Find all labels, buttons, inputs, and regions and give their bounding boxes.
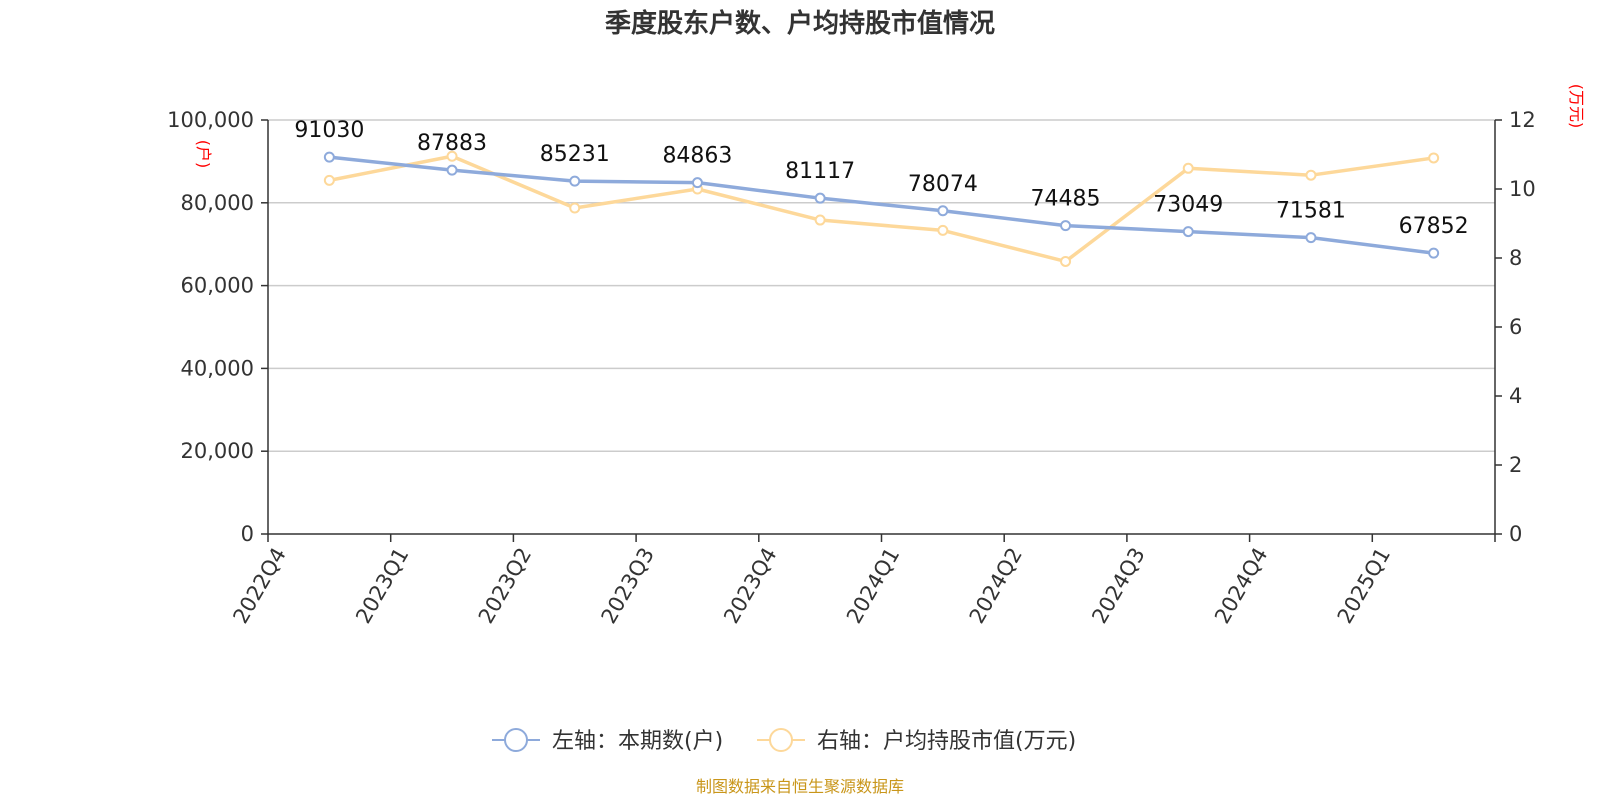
data-label: 84863	[662, 144, 732, 169]
series-line-left	[329, 155, 1434, 255]
data-label: 74485	[1031, 187, 1101, 212]
x-tick-label: 2023Q3	[597, 544, 659, 628]
legend-right-label: 右轴：户均持股市值(万元)	[817, 729, 1076, 754]
right-tick-label: 10	[1509, 177, 1536, 201]
point-left[interactable]	[937, 205, 949, 217]
point-right[interactable]	[937, 224, 949, 236]
point-right[interactable]	[1060, 255, 1072, 267]
legend: 左轴：本期数(户) 右轴：户均持股市值(万元)	[492, 728, 1076, 754]
left-tick-label: 80,000	[181, 191, 254, 215]
series-line-right	[329, 154, 1434, 264]
point-left[interactable]	[691, 177, 703, 189]
x-tick-label: 2024Q4	[1210, 544, 1272, 628]
legend-left-label: 左轴：本期数(户)	[552, 729, 723, 754]
left-tick-label: 60,000	[181, 274, 254, 298]
data-source: 制图数据来自恒生聚源数据库	[696, 777, 904, 796]
series-lines	[323, 150, 1440, 267]
chart-title: 季度股东户数、户均持股市值情况	[605, 8, 995, 39]
point-right[interactable]	[446, 150, 458, 162]
right-tick-label: 8	[1509, 246, 1522, 270]
right-tick-label: 2	[1509, 453, 1522, 477]
left-tick-label: 100,000	[167, 108, 254, 132]
point-left[interactable]	[1182, 226, 1194, 238]
x-tick-label: 2025Q1	[1333, 544, 1395, 628]
point-right[interactable]	[1182, 162, 1194, 174]
point-left[interactable]	[814, 192, 826, 204]
data-label: 85231	[540, 142, 610, 167]
left-axis-unit: (户)	[194, 140, 213, 169]
point-left[interactable]	[1060, 220, 1072, 232]
x-tick-label: 2023Q1	[351, 544, 413, 628]
right-tick-label: 12	[1509, 108, 1536, 132]
right-axis-unit: (万元)	[1567, 84, 1586, 129]
right-tick-label: 6	[1509, 315, 1522, 339]
point-left[interactable]	[1305, 232, 1317, 244]
x-tick-label: 2022Q4	[228, 544, 290, 628]
point-left[interactable]	[446, 164, 458, 176]
left-tick-label: 40,000	[181, 356, 254, 380]
point-right[interactable]	[569, 202, 581, 214]
legend-left-marker	[504, 728, 528, 752]
data-label: 73049	[1153, 193, 1223, 218]
legend-item-left[interactable]: 左轴：本期数(户)	[492, 728, 723, 754]
point-right[interactable]	[1428, 152, 1440, 164]
right-tick-label: 4	[1509, 384, 1522, 408]
x-tick-label: 2024Q2	[965, 544, 1027, 628]
data-label: 78074	[908, 172, 978, 197]
legend-item-right[interactable]: 右轴：户均持股市值(万元)	[757, 728, 1076, 754]
data-label: 71581	[1276, 199, 1346, 224]
point-right[interactable]	[814, 214, 826, 226]
point-left[interactable]	[569, 175, 581, 187]
gridlines	[268, 119, 1495, 452]
point-right[interactable]	[1305, 169, 1317, 181]
point-right[interactable]	[323, 174, 335, 186]
x-tick-label: 2024Q1	[842, 544, 904, 628]
point-left[interactable]	[1428, 247, 1440, 259]
point-left[interactable]	[323, 151, 335, 163]
data-label: 81117	[785, 159, 855, 184]
legend-right-marker	[769, 728, 793, 752]
left-tick-label: 0	[241, 522, 254, 546]
right-tick-label: 0	[1509, 522, 1522, 546]
data-label: 91030	[294, 118, 364, 143]
x-tick-label: 2024Q3	[1087, 544, 1149, 628]
x-tick-label: 2023Q2	[474, 544, 536, 628]
left-tick-label: 20,000	[181, 439, 254, 463]
x-tick-label: 2023Q4	[719, 544, 781, 628]
data-label: 87883	[417, 131, 487, 156]
data-label: 67852	[1399, 214, 1469, 239]
data-labels: 91030 87883 85231 84863 81117 78074 74485 73049…	[294, 118, 1468, 239]
